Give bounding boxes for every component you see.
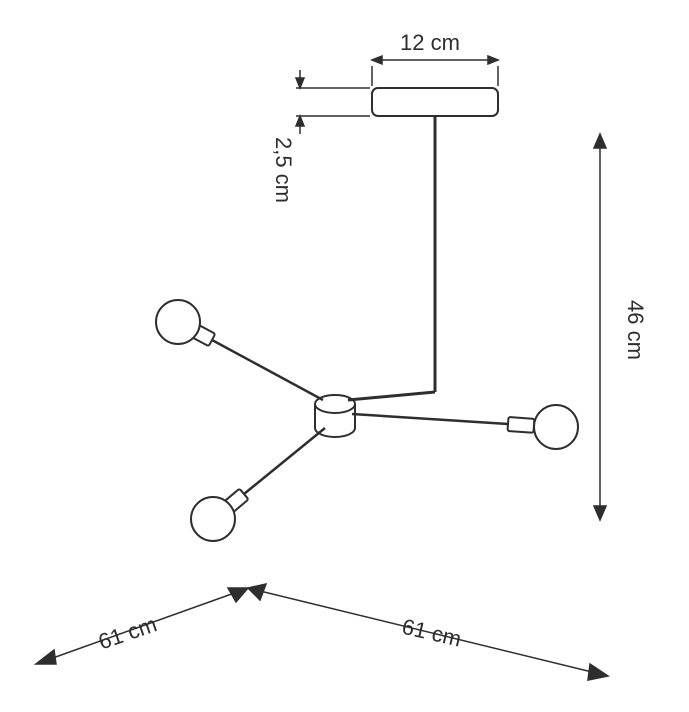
dim-cap-height	[296, 70, 370, 134]
label-span-right: 61 cm	[400, 614, 464, 652]
diagram-svg: 12 cm 2,5 cm 46 cm 61 cm 61 cm	[0, 0, 689, 712]
ceiling-cap	[372, 88, 498, 116]
diagram-stage: 12 cm 2,5 cm 46 cm 61 cm 61 cm	[0, 0, 689, 712]
label-height: 46 cm	[623, 300, 648, 360]
label-top-width: 12 cm	[400, 30, 460, 55]
label-span-left: 61 cm	[95, 611, 160, 654]
dim-top-width	[372, 56, 498, 86]
label-cap-height: 2,5 cm	[271, 137, 296, 203]
